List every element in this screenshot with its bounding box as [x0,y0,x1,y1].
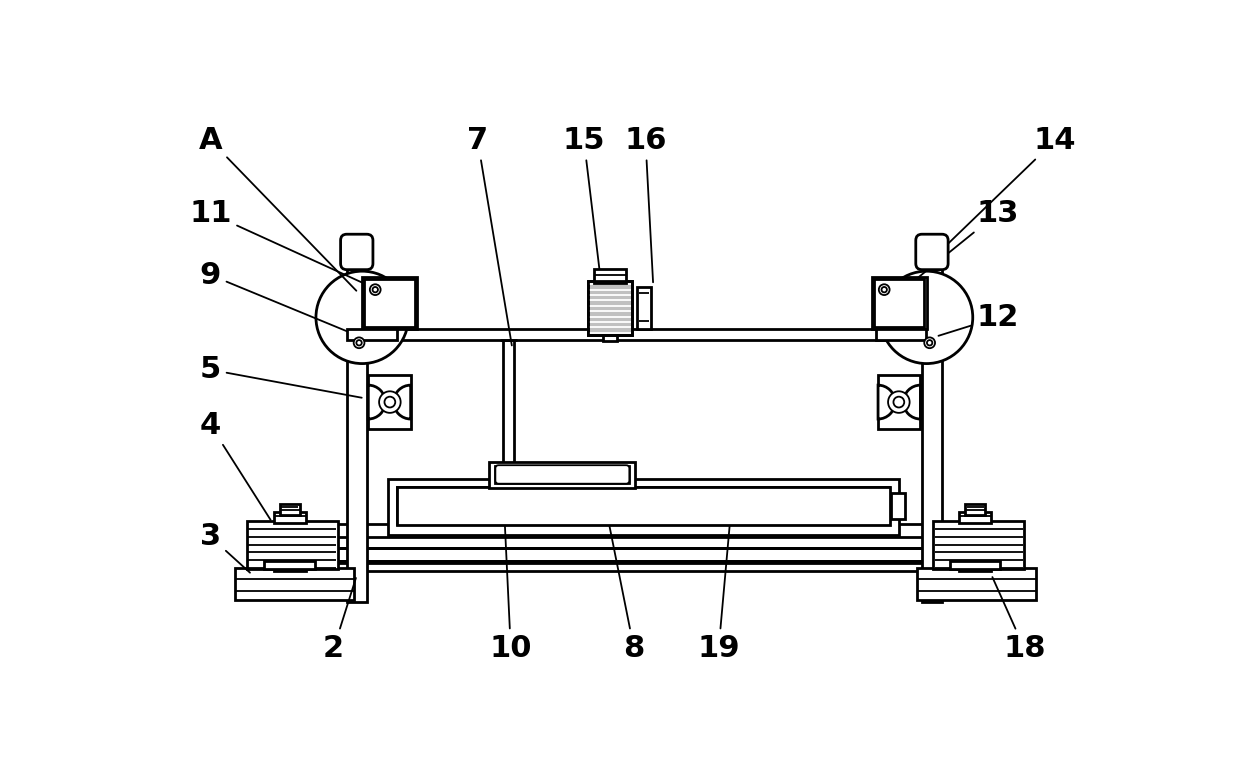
Bar [397,487,889,525]
Text: 3: 3 [200,522,250,572]
Bar [594,269,626,283]
Bar [495,466,630,483]
Circle shape [353,337,365,348]
Circle shape [356,340,362,346]
Bar [274,512,306,523]
Circle shape [888,391,910,413]
Bar [892,493,905,519]
Bar [347,329,397,339]
Text: 18: 18 [992,577,1045,663]
FancyBboxPatch shape [495,465,630,484]
Text: 12: 12 [939,303,1018,336]
FancyBboxPatch shape [341,234,373,270]
Bar [959,512,991,523]
Bar [388,479,899,535]
Circle shape [384,397,396,408]
Circle shape [880,271,972,364]
Bar [588,281,632,335]
Bar [872,277,926,329]
Bar [247,521,337,569]
Text: 10: 10 [490,489,532,663]
Text: 15: 15 [563,125,605,278]
Text: 7: 7 [467,125,512,346]
Bar [280,504,300,514]
Circle shape [370,285,381,295]
Text: A: A [198,125,356,291]
Bar [874,279,924,327]
Bar [603,335,618,341]
Bar [916,568,1035,600]
Text: 16: 16 [624,125,667,282]
Bar [296,548,329,571]
Text: 4: 4 [200,411,270,520]
Bar [296,548,975,563]
Text: 19: 19 [697,505,740,663]
Wedge shape [368,385,386,419]
Bar [950,561,1001,569]
Bar [878,375,920,429]
Bar [637,287,651,329]
Circle shape [928,340,932,346]
Bar [921,241,942,602]
Text: 8: 8 [605,505,645,663]
Bar [959,567,991,572]
Wedge shape [394,385,410,419]
Bar [874,279,924,327]
Circle shape [879,285,889,295]
Circle shape [316,271,408,364]
Wedge shape [878,385,895,419]
Bar [347,241,367,602]
Text: 11: 11 [190,199,365,284]
Bar [490,462,635,488]
Circle shape [894,397,904,408]
Bar [875,329,926,339]
Text: 5: 5 [200,355,362,397]
Bar [965,504,985,514]
Bar [588,281,632,335]
Bar [368,375,410,429]
Bar [365,279,414,327]
Bar [957,548,990,571]
Bar [274,567,306,572]
Bar [264,561,315,569]
Wedge shape [904,385,920,419]
Circle shape [882,287,887,292]
FancyBboxPatch shape [916,234,949,270]
Bar [365,279,414,327]
Circle shape [379,391,401,413]
Bar [236,568,355,600]
Text: 14: 14 [945,125,1076,246]
Text: 13: 13 [911,199,1018,283]
Circle shape [372,287,378,292]
Bar [934,521,1024,569]
Text: 2: 2 [324,578,356,663]
Text: 9: 9 [200,260,348,332]
Bar [362,277,417,329]
Bar [397,487,889,525]
Circle shape [924,337,935,348]
